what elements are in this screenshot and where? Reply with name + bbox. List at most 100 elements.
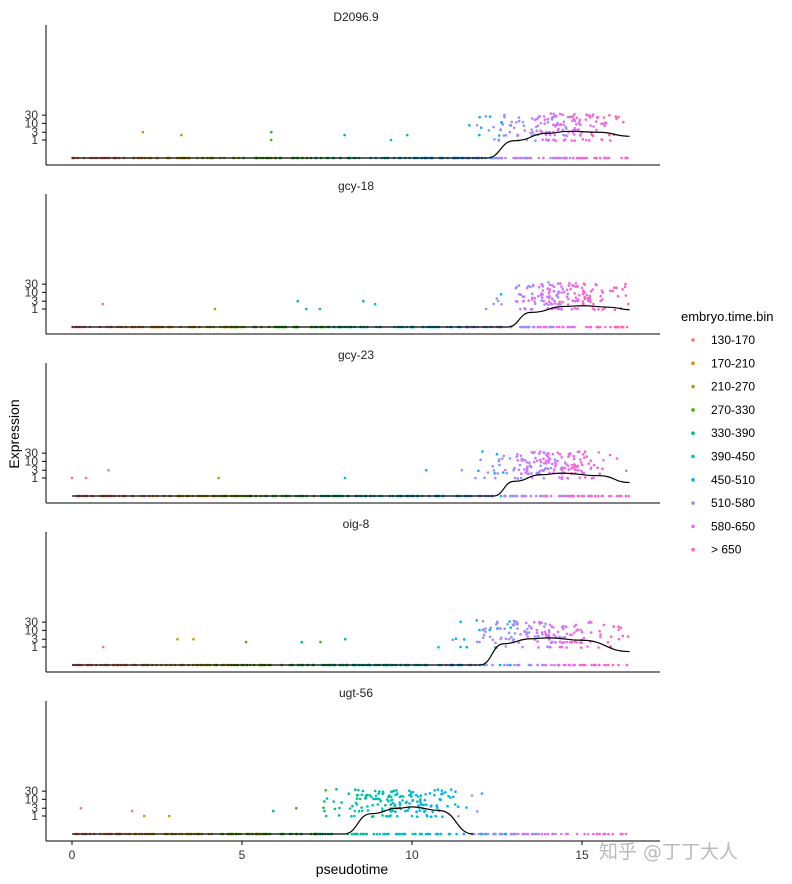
data-point bbox=[394, 793, 397, 797]
data-point bbox=[192, 637, 195, 641]
data-point bbox=[530, 451, 534, 454]
data-point bbox=[422, 803, 426, 807]
data-point bbox=[509, 832, 513, 836]
data-point bbox=[547, 638, 551, 641]
data-point bbox=[360, 809, 364, 813]
data-point bbox=[537, 634, 540, 638]
data-point bbox=[408, 793, 411, 797]
data-point bbox=[488, 635, 492, 639]
data-point bbox=[499, 128, 502, 132]
data-point bbox=[305, 307, 308, 311]
data-point bbox=[516, 300, 519, 303]
data-point bbox=[585, 325, 588, 329]
data-point bbox=[347, 792, 351, 795]
data-point bbox=[325, 797, 329, 800]
data-point bbox=[404, 809, 407, 813]
data-point bbox=[519, 307, 522, 311]
data-point bbox=[358, 797, 362, 801]
data-point bbox=[550, 118, 554, 121]
data-point bbox=[558, 635, 561, 639]
fit-curve bbox=[72, 637, 630, 666]
data-point bbox=[540, 832, 544, 836]
data-point bbox=[573, 292, 576, 295]
y-tick-label: 3 bbox=[31, 632, 38, 646]
data-point bbox=[433, 789, 437, 792]
data-point bbox=[492, 302, 495, 306]
data-point bbox=[378, 790, 381, 793]
data-point bbox=[371, 803, 374, 807]
data-point bbox=[573, 299, 577, 303]
data-point bbox=[373, 302, 377, 306]
data-point bbox=[506, 622, 509, 626]
data-point bbox=[560, 291, 563, 294]
data-point bbox=[514, 832, 517, 836]
data-point bbox=[70, 476, 74, 480]
data-point bbox=[522, 300, 525, 303]
data-point bbox=[440, 792, 443, 796]
data-point bbox=[570, 139, 573, 142]
data-point bbox=[581, 453, 585, 456]
data-point bbox=[568, 282, 571, 285]
data-point bbox=[353, 814, 356, 818]
data-point bbox=[543, 122, 546, 125]
data-point bbox=[595, 283, 598, 287]
data-point bbox=[526, 635, 529, 638]
data-point bbox=[521, 645, 524, 649]
data-point bbox=[560, 494, 564, 498]
data-point bbox=[613, 308, 617, 311]
data-point bbox=[387, 795, 390, 799]
data-point bbox=[408, 802, 411, 805]
data-point bbox=[580, 663, 583, 667]
data-point bbox=[607, 663, 610, 667]
data-point bbox=[559, 282, 562, 285]
data-point bbox=[300, 640, 304, 644]
data-point bbox=[566, 464, 570, 468]
data-point bbox=[337, 814, 341, 817]
data-point bbox=[527, 325, 531, 329]
data-point bbox=[516, 627, 519, 630]
data-point bbox=[523, 129, 527, 132]
data-point bbox=[361, 789, 365, 793]
data-point bbox=[364, 794, 368, 797]
data-point bbox=[577, 468, 580, 472]
data-point bbox=[556, 296, 560, 299]
data-point bbox=[343, 637, 347, 641]
data-point bbox=[585, 113, 588, 116]
data-point bbox=[493, 138, 496, 141]
data-point bbox=[607, 156, 610, 160]
facet-title: D2096.9 bbox=[333, 10, 379, 24]
data-point bbox=[562, 325, 565, 329]
data-point bbox=[526, 472, 530, 475]
data-point bbox=[271, 809, 275, 813]
data-point bbox=[414, 832, 417, 836]
data-point bbox=[527, 663, 531, 667]
data-point bbox=[486, 471, 490, 474]
data-point bbox=[601, 467, 604, 470]
data-point bbox=[542, 457, 545, 461]
data-point bbox=[565, 640, 568, 644]
data-point bbox=[333, 807, 337, 811]
data-point bbox=[592, 302, 595, 306]
data-point bbox=[373, 789, 377, 793]
data-point bbox=[517, 116, 521, 119]
data-point bbox=[562, 133, 565, 137]
data-point bbox=[107, 468, 110, 472]
data-point bbox=[549, 645, 552, 649]
data-point bbox=[568, 494, 572, 498]
data-point bbox=[411, 790, 415, 794]
data-point bbox=[533, 300, 536, 303]
y-tick-label: 10 bbox=[25, 792, 39, 806]
data-point bbox=[562, 123, 565, 127]
data-point bbox=[579, 641, 582, 644]
data-point bbox=[578, 118, 582, 122]
data-point bbox=[481, 450, 484, 453]
data-point bbox=[537, 285, 541, 289]
data-point bbox=[492, 469, 496, 472]
data-point bbox=[568, 156, 572, 160]
data-point bbox=[532, 460, 536, 464]
data-point bbox=[459, 620, 462, 624]
data-point bbox=[583, 291, 586, 294]
data-point bbox=[560, 285, 563, 288]
